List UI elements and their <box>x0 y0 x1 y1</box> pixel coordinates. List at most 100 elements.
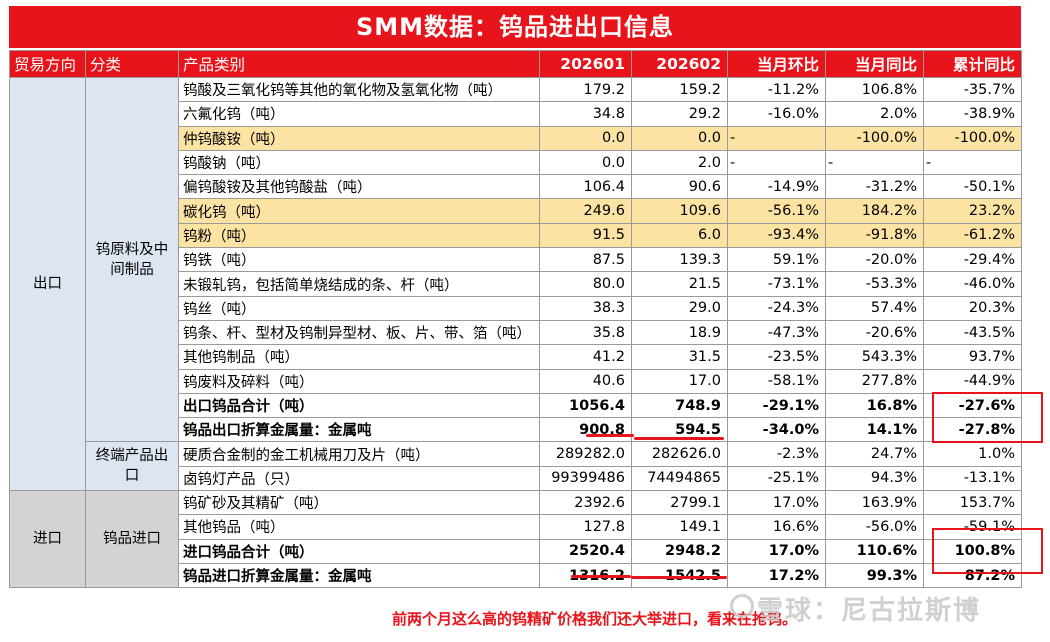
underline-export-202602 <box>634 437 724 440</box>
cumulative-yoy: 1.0% <box>923 441 1022 467</box>
value-202602: 139.3 <box>631 247 728 273</box>
mom-change: -73.1% <box>727 271 826 297</box>
yoy-change: 163.9% <box>825 490 924 516</box>
mom-change: -47.3% <box>727 319 826 346</box>
underline-import-202602 <box>631 576 727 579</box>
value-202601: 1056.4 <box>539 392 632 419</box>
category-raw-intermediate: 钨原料及中间制品 <box>85 76 179 443</box>
yoy-change: 277.8% <box>825 368 924 394</box>
mom-change: -16.0% <box>727 101 826 127</box>
trade-direction-export: 出口 <box>9 76 86 492</box>
product-name: 碳化钨（吨） <box>178 198 540 224</box>
table-row: 钨丝（吨） 38.3 29.0 -24.3% 57.4% 20.3% <box>10 295 1022 321</box>
product-name: 进口钨品合计（吨） <box>178 538 540 564</box>
cumulative-yoy: -44.9% <box>923 368 1022 394</box>
mom-change: -2.3% <box>727 441 826 467</box>
cumulative-yoy: 20.3% <box>923 295 1022 321</box>
value-202602: 748.9 <box>631 392 728 419</box>
value-202601: 87.5 <box>539 247 632 273</box>
category-end-products: 终端产品出口 <box>85 441 179 492</box>
cumulative-yoy: -50.1% <box>923 174 1022 200</box>
value-202602: 1542.5 <box>631 562 728 589</box>
product-name: 钨废料及碎料（吨） <box>178 368 540 394</box>
value-202601: 106.4 <box>539 174 632 200</box>
value-202602: 2.0 <box>631 149 728 176</box>
mom-change: -56.1% <box>727 198 826 224</box>
value-202602: 0.0 <box>631 125 728 151</box>
cumulative-yoy: 87.2% <box>923 562 1022 589</box>
mom-change: 17.0% <box>727 490 826 516</box>
mom-change: -58.1% <box>727 368 826 394</box>
header-yoy: 当月同比 <box>825 50 924 78</box>
header-trade-direction: 贸易方向 <box>9 50 86 78</box>
mom-change: -14.9% <box>727 174 826 200</box>
cumulative-yoy: 100.8% <box>923 538 1022 564</box>
yoy-change: 543.3% <box>825 344 924 370</box>
value-202602: 159.2 <box>631 76 728 103</box>
mom-change: -93.4% <box>727 222 826 249</box>
highlight-box-export-cumulative <box>932 392 1043 443</box>
value-202602: 21.5 <box>631 271 728 297</box>
cumulative-yoy: -13.1% <box>923 465 1022 492</box>
table-row: 偏钨酸铵及其他钨酸盐（吨） 106.4 90.6 -14.9% -31.2% -50.1% <box>10 174 1022 200</box>
value-202601: 289282.0 <box>539 441 632 467</box>
product-name: 六氟化钨（吨） <box>178 101 540 127</box>
tungsten-trade-table-wrapper: 贸易方向 分类 产品类别 202601 202602 当月环比 当月同比 累计同… <box>9 50 1022 589</box>
footer-note: 前两个月这么高的钨精矿价格我们还大举进口，看来在抢钨。 <box>392 610 798 628</box>
cumulative-yoy: -29.4% <box>923 247 1022 273</box>
table-row: 钨条、杆、型材及钨制异型材、板、片、带、箔（吨） 35.8 18.9 -47.3% -2… <box>10 319 1022 346</box>
mom-change: 17.0% <box>727 538 826 564</box>
yoy-change: 106.8% <box>825 76 924 103</box>
table-row: 钨品进口折算金属量：金属吨1316.21542.517.2%99.3%87.2% <box>10 562 1022 589</box>
table-row: 其他钨制品（吨） 41.2 31.5 -23.5% 543.3% 93.7% <box>10 344 1022 370</box>
product-name: 出口钨品合计（吨） <box>178 392 540 419</box>
yoy-change: -31.2% <box>825 174 924 200</box>
mom-change: -29.1% <box>727 392 826 419</box>
product-name: 钨酸钠（吨） <box>178 149 540 176</box>
watermark: 雪球：尼古拉斯博 <box>757 596 982 626</box>
product-name: 硬质合金制的金工机械用刀及片（吨） <box>178 441 540 467</box>
yoy-change: -91.8% <box>825 222 924 249</box>
value-202601: 2520.4 <box>539 538 632 564</box>
product-name: 仲钨酸铵（吨） <box>178 125 540 151</box>
cumulative-yoy: 23.2% <box>923 198 1022 224</box>
yoy-change: -20.6% <box>825 319 924 346</box>
trade-direction-import: 进口 <box>9 490 86 589</box>
table-row: 未锻轧钨，包括简单烧结成的条、杆（吨） 80.0 21.5 -73.1% -53.3% -… <box>10 271 1022 297</box>
cumulative-yoy: -35.7% <box>923 76 1022 103</box>
value-202602: 31.5 <box>631 344 728 370</box>
yoy-change: 2.0% <box>825 101 924 127</box>
product-name: 钨酸及三氧化钨等其他的氧化物及氢氧化物（吨） <box>178 76 540 103</box>
table-row: 进口钨品合计（吨） 2520.4 2948.2 17.0% 110.6% 100.8% <box>10 538 1022 564</box>
yoy-change: 184.2% <box>825 198 924 224</box>
header-202601: 202601 <box>539 50 632 78</box>
header-product-type: 产品类别 <box>178 50 540 78</box>
yoy-change: -100.0% <box>825 125 924 151</box>
value-202602: 149.1 <box>631 514 728 540</box>
header-cumulative-yoy: 累计同比 <box>923 50 1022 78</box>
product-name: 钨矿砂及其精矿（吨） <box>178 490 540 516</box>
value-202601: 0.0 <box>539 149 632 176</box>
yoy-change: 94.3% <box>825 465 924 492</box>
product-name: 钨条、杆、型材及钨制异型材、板、片、带、箔（吨） <box>178 319 540 346</box>
value-202602: 74494865 <box>631 465 728 492</box>
footer: 前两个月这么高的钨精矿价格我们还大举进口，看来在抢钨。 <box>0 600 1050 634</box>
value-202601: 99399486 <box>539 465 632 492</box>
table-row: 碳化钨（吨） 249.6 109.6 -56.1% 184.2% 23.2% <box>10 198 1022 224</box>
yoy-change: -56.0% <box>825 514 924 540</box>
value-202602: 90.6 <box>631 174 728 200</box>
cumulative-yoy: -59.1% <box>923 514 1022 540</box>
table-row: 卤钨灯产品（只） 99399486 74494865 -25.1% 94.3% -13.1… <box>10 465 1022 492</box>
mom-change: -23.5% <box>727 344 826 370</box>
yoy-change: 16.8% <box>825 392 924 419</box>
header-category: 分类 <box>85 50 179 78</box>
product-name: 钨铁（吨） <box>178 247 540 273</box>
value-202601: 900.8 <box>539 417 632 443</box>
product-name: 卤钨灯产品（只） <box>178 465 540 492</box>
cumulative-yoy: -61.2% <box>923 222 1022 249</box>
cumulative-yoy: -43.5% <box>923 319 1022 346</box>
mom-change: -24.3% <box>727 295 826 321</box>
yoy-change: - <box>825 149 924 176</box>
value-202602: 109.6 <box>631 198 728 224</box>
table-row: 钨粉（吨） 91.5 6.0 -93.4% -91.8% -61.2% <box>10 222 1022 249</box>
